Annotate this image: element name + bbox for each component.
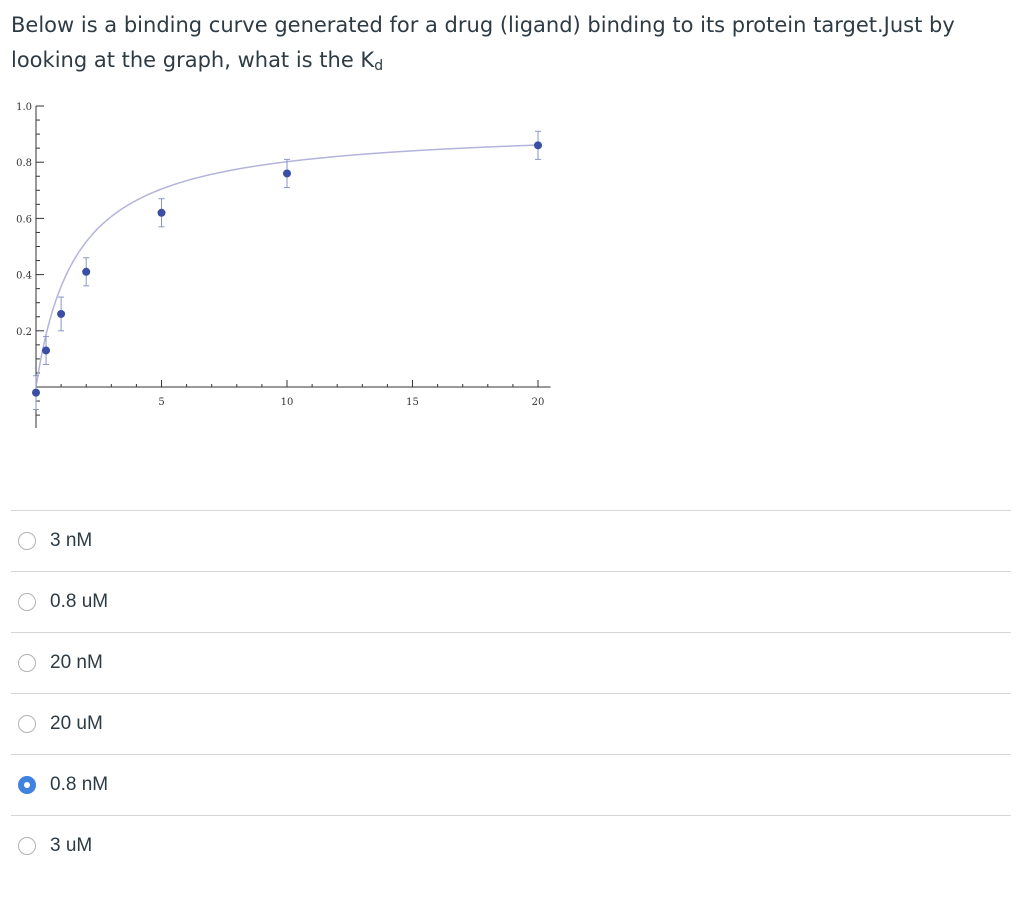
radio-button[interactable] — [18, 776, 36, 794]
y-tick-label: 0.6 — [16, 214, 32, 225]
question-body: Below is a binding curve generated for a… — [11, 13, 955, 72]
answer-option[interactable]: 3 nM — [11, 510, 1011, 571]
y-tick-label: 0.2 — [16, 327, 32, 338]
answer-option[interactable]: 3 uM — [11, 815, 1011, 876]
x-tick-label: 15 — [406, 397, 419, 408]
data-point — [82, 267, 91, 276]
data-point — [32, 388, 40, 397]
radio-button[interactable] — [18, 837, 36, 855]
y-tick-label: 0.8 — [16, 158, 32, 169]
x-tick-label: 10 — [281, 397, 294, 408]
answer-label: 20 nM — [50, 652, 103, 673]
answer-label: 0.8 uM — [50, 591, 109, 612]
x-tick-label: 5 — [158, 397, 164, 408]
radio-button[interactable] — [18, 593, 36, 611]
y-tick-label: 1.0 — [16, 102, 32, 113]
binding-curve-chart: 0.2 0.4 0.6 0.8 1.0 5 10 15 20 — [16, 102, 551, 428]
data-point — [57, 309, 66, 318]
data-point — [157, 208, 166, 217]
answer-option[interactable]: 20 uM — [11, 693, 1011, 754]
data-point — [534, 141, 542, 150]
x-tick-label: 20 — [532, 397, 545, 408]
y-tick-label: 0.4 — [16, 271, 32, 282]
question-subscript: d — [374, 58, 384, 74]
answer-option[interactable]: 20 nM — [11, 632, 1011, 693]
radio-button[interactable] — [18, 654, 36, 672]
answer-option[interactable]: 0.8 uM — [11, 571, 1011, 632]
radio-button[interactable] — [18, 715, 36, 733]
answer-label: 20 uM — [50, 713, 103, 734]
data-point — [42, 346, 51, 355]
radio-button[interactable] — [18, 532, 36, 550]
answer-label: 3 nM — [50, 530, 93, 551]
question-text: Below is a binding curve generated for a… — [11, 8, 1016, 78]
answer-label: 0.8 nM — [50, 774, 109, 795]
data-point — [283, 169, 291, 178]
answer-label: 3 uM — [50, 835, 93, 856]
answer-list: 3 nM 0.8 uM 20 nM 20 uM 0.8 nM 3 uM — [11, 510, 1011, 876]
answer-option[interactable]: 0.8 nM — [11, 754, 1011, 815]
